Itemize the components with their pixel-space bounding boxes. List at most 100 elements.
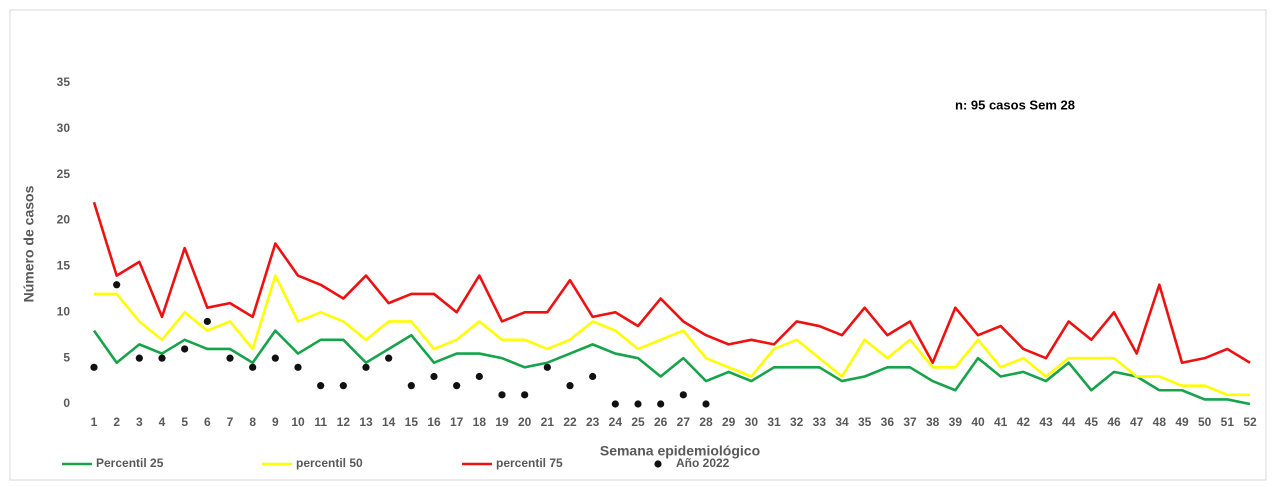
data-point <box>634 400 642 408</box>
x-tick-label: 23 <box>586 415 600 429</box>
x-tick-label: 20 <box>518 415 532 429</box>
x-tick-label: 24 <box>609 415 623 429</box>
data-point <box>475 372 483 381</box>
x-axis-title: Semana epidemiológico <box>600 443 760 459</box>
x-tick-label: 4 <box>159 415 166 429</box>
data-point <box>90 363 98 371</box>
legend-label: Año 2022 <box>676 456 730 470</box>
x-tick-label: 38 <box>926 415 940 429</box>
y-axis-title: Número de casos <box>21 185 37 302</box>
x-tick-label: 25 <box>631 415 645 429</box>
x-tick-label: 35 <box>858 415 872 429</box>
x-tick-label: 36 <box>881 415 895 429</box>
x-tick-label: 8 <box>249 415 256 429</box>
x-tick-label: 33 <box>813 415 827 429</box>
data-point <box>226 354 234 362</box>
x-tick-label: 49 <box>1175 415 1189 429</box>
data-point <box>203 317 211 326</box>
data-point <box>158 354 166 362</box>
data-point <box>249 363 257 371</box>
x-tick-label: 5 <box>181 415 188 429</box>
x-tick-label: 7 <box>227 415 234 429</box>
x-tick-label: 17 <box>450 415 464 429</box>
x-tick-label: 21 <box>541 415 555 429</box>
x-tick-label: 12 <box>337 415 351 429</box>
data-point <box>362 363 370 371</box>
series-line <box>92 201 1251 365</box>
data-point <box>113 281 121 289</box>
chart-border <box>9 9 1267 481</box>
x-tick-label: 6 <box>204 415 211 429</box>
x-tick-label: 15 <box>405 415 419 429</box>
annotation: n: 95 casos Sem 28 <box>955 97 1075 112</box>
data-point <box>135 354 143 362</box>
x-tick-label: 10 <box>291 415 305 429</box>
x-tick-label: 50 <box>1198 415 1212 429</box>
x-tick-label: 42 <box>1017 415 1031 429</box>
x-tick-label: 2 <box>113 415 120 429</box>
x-tick-label: 14 <box>382 415 396 429</box>
x-tick-label: 28 <box>699 415 713 429</box>
x-tick-label: 43 <box>1039 415 1053 429</box>
x-tick-label: 40 <box>971 415 985 429</box>
y-tick-label: 15 <box>57 259 71 273</box>
x-tick-label: 26 <box>654 415 668 429</box>
y-tick-label: 30 <box>57 121 71 135</box>
x-tick-label: 19 <box>495 415 509 429</box>
series-line <box>92 329 1251 406</box>
data-point <box>339 382 347 390</box>
y-tick-label: 25 <box>57 167 71 181</box>
series-line <box>94 274 1250 397</box>
x-tick-label: 16 <box>427 415 441 429</box>
legend-swatch <box>654 460 662 468</box>
x-tick-label: 45 <box>1085 415 1099 429</box>
x-tick-label: 48 <box>1153 415 1167 429</box>
x-tick-label: 47 <box>1130 415 1144 429</box>
x-tick-label: 31 <box>767 415 781 429</box>
data-point <box>407 382 415 390</box>
data-point <box>521 391 529 399</box>
x-tick-label: 37 <box>903 415 917 429</box>
y-tick-label: 10 <box>57 304 71 318</box>
x-tick-label: 44 <box>1062 415 1076 429</box>
x-tick-label: 30 <box>745 415 759 429</box>
data-point <box>317 382 325 390</box>
data-point <box>498 391 506 399</box>
y-tick-label: 5 <box>63 350 70 364</box>
data-point <box>271 354 279 362</box>
legend-label: percentil 75 <box>496 456 563 470</box>
data-point <box>611 400 619 408</box>
x-tick-label: 52 <box>1243 415 1257 429</box>
data-point <box>657 400 665 408</box>
x-tick-label: 27 <box>677 415 691 429</box>
y-tick-label: 35 <box>57 75 71 89</box>
x-tick-label: 41 <box>994 415 1008 429</box>
x-tick-label: 34 <box>835 415 849 429</box>
legend-label: Percentil 25 <box>96 456 164 470</box>
data-point <box>702 400 710 408</box>
x-tick-label: 39 <box>949 415 963 429</box>
x-tick-label: 11 <box>314 415 327 429</box>
x-tick-label: 46 <box>1107 415 1121 429</box>
data-point <box>679 391 687 399</box>
y-tick-label: 0 <box>63 396 70 410</box>
x-tick-label: 32 <box>790 415 804 429</box>
y-tick-label: 20 <box>57 213 71 227</box>
data-point <box>181 345 189 353</box>
x-tick-label: 13 <box>359 415 373 429</box>
data-point <box>566 382 574 390</box>
x-tick-label: 1 <box>91 415 98 429</box>
data-point <box>385 354 393 362</box>
data-point <box>430 372 438 381</box>
data-point <box>589 372 597 381</box>
x-tick-label: 29 <box>722 415 736 429</box>
x-tick-label: 22 <box>563 415 577 429</box>
x-tick-label: 3 <box>136 415 143 429</box>
x-tick-label: 51 <box>1221 415 1235 429</box>
data-point <box>453 382 461 390</box>
x-tick-label: 18 <box>473 415 487 429</box>
x-tick-label: 9 <box>272 415 279 429</box>
data-point <box>294 363 302 371</box>
legend-label: percentil 50 <box>296 456 363 470</box>
